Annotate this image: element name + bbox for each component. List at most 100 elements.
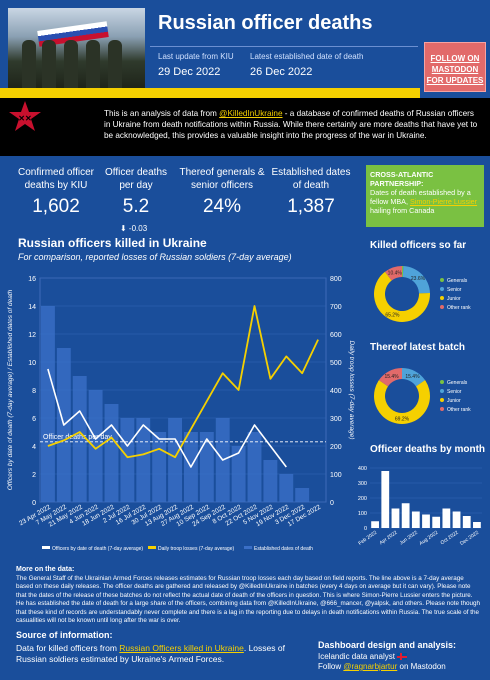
intro-text: This is an analysis of data from @Killed… (104, 108, 482, 141)
notes-text: The General Staff of the Ukrainian Armed… (16, 574, 480, 625)
stat-label: Officer deaths per day (104, 167, 168, 191)
notes-heading: More on the data: (16, 566, 75, 573)
right-tick-label: 200 (330, 444, 342, 451)
soldier-figure (86, 40, 100, 90)
established-dates-bar (104, 404, 119, 502)
red-star-icon: ✕✕ (9, 101, 41, 131)
stat-change: ⬇ -0.03 (120, 224, 148, 233)
soldier-figure (64, 40, 78, 90)
soldier-figure (108, 40, 122, 90)
legend-swatch (42, 546, 50, 549)
simon-pierre-link[interactable]: Simon-Pierre Lussier (409, 197, 478, 206)
x-tick-label: Jun 2022 (399, 530, 419, 547)
y-tick-label: 300 (358, 481, 367, 487)
partnership-text: Dates of death established by a fellow M… (370, 188, 471, 206)
partnership-text: hailing from Canada (370, 206, 435, 215)
month-bar (391, 508, 400, 528)
month-bar (411, 511, 420, 528)
design-line: on Mastodon (397, 662, 446, 671)
intro-text-part: - a database of confirmed deaths of Russ… (104, 109, 478, 140)
left-axis-label: Officers by date of death (7-day average… (7, 289, 14, 490)
established-dates-bar (152, 432, 167, 502)
month-bar (371, 521, 379, 528)
pie-slice (374, 380, 430, 424)
annotation-label: Officer deaths per day (43, 434, 112, 441)
month-bar (452, 511, 461, 528)
left-tick-label: 14 (28, 304, 36, 311)
established-dates-bar (41, 306, 55, 502)
notes-section: More on the data: The General Staff of t… (16, 566, 480, 626)
established-value: 26 Dec 2022 (250, 66, 313, 78)
y-tick-label: 200 (358, 496, 367, 502)
pie2-title: Thereof latest batch (370, 342, 466, 353)
legend-dot (440, 407, 444, 411)
legend-label: Established dates of death (254, 546, 313, 552)
month-bar (422, 514, 430, 528)
pie-data-label: 23.6% (411, 276, 426, 282)
right-tick-label: 400 (330, 388, 342, 395)
pie1-title: Killed officers so far (370, 240, 467, 251)
stat-label: Confirmed officer deaths by KIU (18, 167, 94, 191)
y-tick-label: 0 (364, 526, 367, 532)
killedinukraine-link[interactable]: @KilledInUkraine (219, 109, 283, 118)
stat-value: 1,387 (287, 196, 335, 217)
left-tick-label: 12 (28, 332, 36, 339)
source-heading: Source of information: (16, 630, 113, 640)
month-bar (432, 516, 441, 528)
left-tick-label: 10 (28, 360, 36, 367)
header-photo (8, 8, 145, 90)
mastodon-handle-link[interactable]: @ragnarbjartur (343, 662, 398, 671)
legend-label: Senior (447, 389, 462, 395)
established-dates-bar (231, 446, 246, 502)
officer-deaths-line (47, 368, 287, 468)
last-update-value: 29 Dec 2022 (158, 66, 221, 78)
established-dates-bar (279, 474, 294, 502)
pie-data-label: 10.4% (388, 271, 403, 277)
x-tick-label: Oct 2022 (440, 530, 460, 547)
stat-value: 1,602 (32, 196, 80, 217)
right-tick-label: 100 (330, 472, 342, 479)
right-tick-label: 300 (330, 416, 342, 423)
monthly-bar-chart: 0 100 200 300 400 Feb 2022 Apr 2022 Jun 2022 Aug… (357, 466, 482, 547)
established-dates-bar (199, 432, 214, 502)
legend-swatch (148, 546, 156, 549)
stat-label: Thereof generals & senior officers (179, 167, 265, 191)
x-tick-label: Apr 2022 (379, 530, 399, 547)
legend-dot (440, 287, 444, 291)
right-tick-label: 800 (330, 276, 342, 283)
pie-chart-total: 23.6% 65.2% 10.4% Generals Senior Junior Other… (374, 266, 471, 322)
legend-label: Senior (447, 287, 462, 293)
x-tick-label: Aug 2022 (418, 530, 439, 547)
left-tick-label: 6 (32, 416, 36, 423)
pie-slice (384, 266, 402, 281)
troop-losses-line (47, 305, 319, 459)
pie-data-label: 65.2% (385, 312, 400, 318)
legend-dot (440, 296, 444, 300)
design-line: Follow (318, 662, 344, 671)
left-tick-label: 0 (32, 500, 36, 507)
right-tick-label: 0 (330, 500, 334, 507)
established-dates-bar (295, 488, 310, 502)
legend-label: Generals (447, 278, 468, 284)
month-bar (401, 503, 410, 528)
partnership-heading: CROSS-ATLANTIC PARTNERSHIP: (370, 170, 434, 188)
main-chart: 0 2 4 6 8 10 12 14 16 0 100 200 300 400 500 600 700 800 Of… (7, 276, 355, 552)
source-text-part: . Losses of Russian soldiers estimated b… (16, 643, 285, 664)
source-link[interactable]: Russian Officers killed in Ukraine (119, 643, 244, 653)
source-text: Data for killed officers from Russian Of… (16, 643, 306, 665)
pie-slice (402, 266, 404, 278)
right-tick-label: 500 (330, 360, 342, 367)
right-axis-label: Daily troop losses (7-day average) (348, 341, 355, 440)
pie-slice (378, 368, 402, 387)
y-tick-label: 400 (358, 466, 367, 472)
established-dates-bar (136, 418, 151, 502)
follow-mastodon-button[interactable]: FOLLOW ON MASTODON FOR UPDATES (424, 42, 486, 92)
partnership-box: CROSS-ATLANTIC PARTNERSHIP: Dates of dea… (366, 165, 484, 227)
established-dates-bar (72, 376, 87, 502)
pie-slice (374, 271, 430, 322)
svg-text:✕✕: ✕✕ (18, 114, 31, 123)
pie-chart-batch: 15.4% 69.2% 15.4% Generals Senior Junior Other… (374, 368, 471, 424)
design-line: Icelandic data analyst (318, 652, 395, 661)
chart-title: Russian officers killed in Ukraine (18, 236, 207, 250)
established-dates-bar (247, 432, 262, 502)
